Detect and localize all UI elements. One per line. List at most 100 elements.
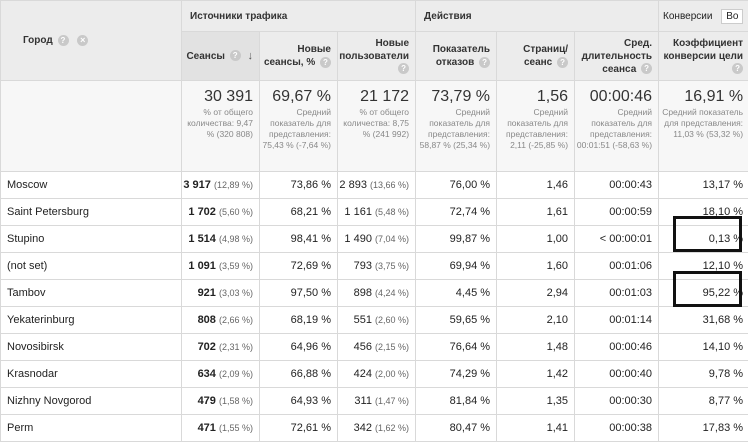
question-mark-icon[interactable]: ? (57, 34, 69, 46)
city-link[interactable]: Krasnodar (0, 360, 182, 388)
new-users-percent: (7,04 %) (375, 234, 410, 244)
pages-per-session-cell: 1,41 (496, 414, 576, 442)
new-users-value: 551 (353, 314, 372, 326)
table-row: Stupino 1 514 (4,98 %) 98,41 % 1 490 (7,04 … (0, 225, 748, 253)
new-users-value: 793 (353, 260, 372, 272)
bounce-rate-cell: 76,00 % (415, 171, 498, 199)
pages-per-session-cell: 1,48 (496, 333, 576, 361)
city-link[interactable]: Yekaterinburg (0, 306, 182, 334)
avg-duration-cell: 00:00:30 (574, 387, 660, 415)
totals-conversion-note: Средний показатель для представления: 11… (662, 107, 744, 139)
sessions-cell: 471 (1,55 %) (181, 414, 260, 442)
conversion-rate-cell: 31,68 % (658, 306, 748, 334)
city-link[interactable]: Moscow (0, 171, 182, 199)
new-users-cell: 898 (4,24 %) (336, 279, 417, 307)
sessions-value: 471 (197, 422, 216, 434)
totals-duration-note: Средний показатель для представления: 00… (576, 107, 653, 150)
totals-sessions-value: 30 391 (204, 88, 253, 105)
sessions-cell: 702 (2,31 %) (181, 333, 260, 361)
table-row: Saint Petersburg 1 702 (5,60 %) 68,21 % 1 1… (0, 198, 748, 226)
bounce-rate-header-label: Показатель отказов (432, 44, 491, 68)
new-users-value: 2 893 (339, 179, 367, 191)
sessions-percent: (2,66 %) (218, 315, 253, 325)
city-link[interactable]: Perm (0, 414, 182, 442)
bounce-rate-cell: 80,47 % (415, 414, 498, 442)
question-mark-icon[interactable]: ? (732, 63, 744, 75)
new-users-percent: (3,75 %) (375, 261, 410, 271)
sessions-cell: 3 917 (12,89 %) (181, 171, 260, 199)
bounce-rate-cell: 99,87 % (415, 225, 498, 253)
new-users-percent: (2,00 %) (375, 369, 410, 379)
totals-conversion-cell: 16,91 % Средний показатель для представле… (658, 80, 748, 172)
question-mark-icon[interactable]: ? (398, 63, 410, 75)
conversion-rate-column-header[interactable]: Коэффициент конверсии цели ? (658, 31, 748, 81)
new-sessions-cell: 98,41 % (259, 225, 338, 253)
bounce-rate-column-header[interactable]: Показатель отказов ? (415, 31, 498, 81)
new-users-value: 898 (353, 287, 372, 299)
new-sessions-cell: 64,96 % (259, 333, 338, 361)
city-link[interactable]: Nizhny Novgorod (0, 387, 182, 415)
new-users-cell: 424 (2,00 %) (336, 360, 417, 388)
question-mark-icon[interactable]: ? (320, 56, 331, 68)
new-users-value: 1 490 (344, 233, 372, 245)
table-row: (not set) 1 091 (3,59 %) 72,69 % 793 (3,75 … (0, 252, 748, 280)
table-row: Yekaterinburg 808 (2,66 %) 68,19 % 551 (2,6… (0, 306, 748, 334)
avg-duration-cell: 00:00:59 (574, 198, 660, 226)
sessions-percent: (4,98 %) (218, 234, 253, 244)
new-users-cell: 2 893 (13,66 %) (336, 171, 417, 199)
conversions-group: Конверсии Во (658, 0, 748, 32)
city-link[interactable]: Saint Petersburg (0, 198, 182, 226)
highlight-box-tambov-conversion (673, 271, 742, 307)
question-mark-icon[interactable]: ? (479, 56, 491, 68)
totals-sessions-note: % от общего количества: 9,47 % (320 808) (187, 107, 253, 139)
new-users-cell: 456 (2,15 %) (336, 333, 417, 361)
pages-per-session-cell: 1,42 (496, 360, 576, 388)
conversions-goal-selector[interactable]: Во (721, 8, 744, 24)
sessions-value: 1 514 (188, 233, 216, 245)
avg-duration-cell: 00:00:38 (574, 414, 660, 442)
new-users-column-header[interactable]: Новые пользователи ? (336, 31, 417, 81)
new-users-cell: 551 (2,60 %) (336, 306, 417, 334)
sessions-value: 479 (197, 395, 216, 407)
new-users-value: 456 (353, 341, 372, 353)
totals-new-sessions-note: Средний показатель для представления: 75… (262, 107, 331, 150)
totals-new-sessions-cell: 69,67 % Средний показатель для представле… (259, 80, 338, 172)
pages-per-session-header-label: Страниц/сеанс (523, 44, 569, 68)
pages-per-session-cell: 1,61 (496, 198, 576, 226)
city-column-header[interactable]: Город ? × (0, 0, 182, 81)
sessions-percent: (2,09 %) (218, 369, 253, 379)
sessions-value: 634 (197, 368, 216, 380)
new-sessions-column-header[interactable]: Новые сеансы, % ? (259, 31, 338, 81)
city-link[interactable]: Stupino (0, 225, 182, 253)
new-sessions-cell: 66,88 % (259, 360, 338, 388)
pages-per-session-cell: 1,60 (496, 252, 576, 280)
question-mark-icon[interactable]: ? (641, 63, 653, 75)
new-sessions-cell: 72,61 % (259, 414, 338, 442)
conversion-rate-cell: 13,17 % (658, 171, 748, 199)
sort-down-arrow-icon[interactable]: ↓ (247, 49, 254, 62)
totals-pages-note: Средний показатель для представления: 2,… (506, 107, 569, 150)
conversion-rate-cell: 9,78 % (658, 360, 748, 388)
bounce-rate-cell: 74,29 % (415, 360, 498, 388)
question-mark-icon[interactable]: ? (229, 50, 241, 62)
new-users-cell: 342 (1,62 %) (336, 414, 417, 442)
actions-group: Действия (415, 0, 660, 32)
avg-duration-column-header[interactable]: Сред. длительность сеанса ? (574, 31, 660, 81)
new-users-value: 1 161 (344, 206, 372, 218)
remove-dimension-icon[interactable]: × (77, 34, 89, 46)
city-link[interactable]: Tambov (0, 279, 182, 307)
bounce-rate-cell: 69,94 % (415, 252, 498, 280)
sessions-column-header[interactable]: Сеансы ? ↓ (181, 31, 260, 81)
totals-conversion-value: 16,91 % (684, 88, 744, 105)
city-link[interactable]: (not set) (0, 252, 182, 280)
bounce-rate-cell: 59,65 % (415, 306, 498, 334)
question-mark-icon[interactable]: ? (557, 56, 569, 68)
new-users-cell: 311 (1,47 %) (336, 387, 417, 415)
totals-new-users-note: % от общего количества: 8,75 % (241 992) (343, 107, 410, 139)
table-row: Nizhny Novgorod 479 (1,58 %) 64,93 % 311 (1… (0, 387, 748, 415)
sessions-value: 808 (197, 314, 216, 326)
city-link[interactable]: Novosibirsk (0, 333, 182, 361)
pages-per-session-column-header[interactable]: Страниц/сеанс ? (496, 31, 576, 81)
